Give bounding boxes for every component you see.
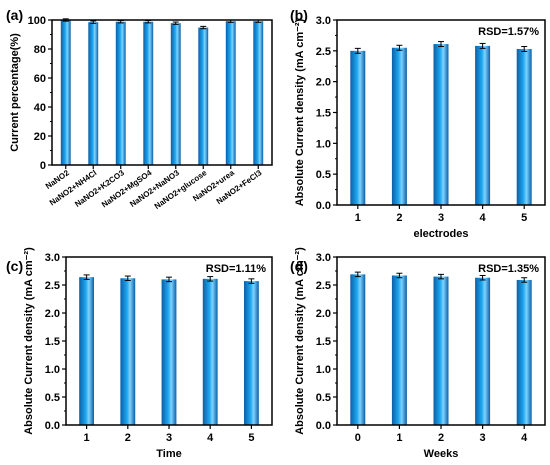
chart-panel: (d) 0.0 0.5 1.0 1.5 2.0 2.5 3.0 0 1 2 3 4 Weeks Absolu… — [290, 247, 546, 460]
y-axis-title: Absolute Current density (mA cm⁻²) — [294, 247, 306, 435]
y-tick-label: 0.0 — [45, 420, 60, 432]
bar — [433, 276, 449, 425]
bar — [225, 21, 236, 165]
y-tick-label: 1.5 — [316, 108, 331, 120]
bar — [391, 275, 407, 425]
y-axis-title: Current percentage(%) — [9, 33, 21, 152]
x-tick-label: 3 — [166, 432, 172, 444]
x-tick-label: 2 — [396, 212, 402, 224]
y-axis-title: Absolute Current density (mA cm⁻²) — [23, 247, 35, 435]
x-tick-label: 1 — [355, 212, 361, 224]
x-axis-title: Weeks — [424, 448, 459, 460]
x-axis-title: Time — [156, 448, 181, 460]
bar — [60, 20, 71, 165]
bar — [243, 281, 259, 425]
x-tick-label: 5 — [248, 432, 254, 444]
bar — [170, 23, 181, 165]
bar — [88, 22, 99, 165]
y-tick-label: 0.5 — [45, 392, 60, 404]
panel-label: (a) — [6, 7, 23, 23]
y-tick-label: 2.0 — [316, 77, 331, 89]
bar — [161, 279, 177, 425]
bar — [391, 47, 407, 205]
y-tick-label: 80 — [34, 44, 46, 56]
y-tick-label: 100 — [28, 15, 46, 27]
y-tick-label: 20 — [34, 131, 46, 143]
x-tick-label: 1 — [84, 432, 90, 444]
bar — [350, 50, 366, 206]
y-tick-label: 3.0 — [45, 252, 60, 264]
y-tick-label: 2.0 — [316, 308, 331, 320]
x-tick-label: 5 — [521, 212, 527, 224]
panel-label: (c) — [6, 258, 23, 274]
y-tick-label: 0.0 — [316, 200, 331, 212]
y-tick-label: 1.0 — [45, 364, 60, 376]
chart-panel: (b) 0.0 0.5 1.0 1.5 2.0 2.5 3.0 1 2 3 4 5 electrodes A… — [290, 7, 546, 240]
y-tick-label: 2.0 — [45, 308, 60, 320]
y-tick-label: 3.0 — [316, 252, 331, 264]
rsd-annotation: RSD=1.11% — [206, 263, 266, 275]
bar — [202, 278, 218, 425]
bar — [475, 277, 491, 425]
x-tick-label: 4 — [480, 212, 487, 224]
y-tick-label: 1.0 — [316, 364, 331, 376]
y-tick-label: 1.0 — [316, 138, 331, 150]
bar — [120, 278, 136, 425]
panel-label: (d) — [290, 258, 308, 274]
bar — [115, 21, 126, 165]
bar — [516, 48, 532, 205]
y-tick-label: 2.5 — [316, 46, 331, 58]
rsd-annotation: RSD=1.35% — [478, 263, 539, 275]
y-tick-label: 1.5 — [45, 336, 60, 348]
bar — [350, 274, 366, 425]
bar — [475, 45, 491, 206]
x-tick-label: 4 — [521, 432, 528, 444]
y-tick-label: 0.5 — [316, 392, 331, 404]
y-tick-label: 40 — [34, 102, 46, 114]
x-tick-label: 0 — [355, 432, 361, 444]
y-tick-label: 2.5 — [45, 280, 60, 292]
bar — [198, 27, 209, 165]
y-tick-label: 0.0 — [316, 420, 331, 432]
x-tick-label: 4 — [207, 432, 214, 444]
y-tick-label: 60 — [34, 73, 46, 85]
bar — [79, 277, 95, 425]
rsd-annotation: RSD=1.57% — [478, 26, 539, 38]
y-tick-label: 0 — [40, 160, 46, 172]
x-axis-title: electrodes — [413, 228, 468, 240]
x-tick-label: 2 — [438, 432, 444, 444]
bar — [253, 21, 264, 165]
x-tick-label: 2 — [125, 432, 131, 444]
x-tick-label: 3 — [438, 212, 444, 224]
y-tick-label: 2.5 — [316, 280, 331, 292]
chart-panel: (c) 0.0 0.5 1.0 1.5 2.0 2.5 3.0 1 2 3 4 5 Time Absolut… — [6, 247, 273, 460]
panel-label: (b) — [290, 7, 308, 23]
bar — [516, 279, 532, 425]
x-tick-label: 1 — [396, 432, 402, 444]
y-tick-label: 1.5 — [316, 336, 331, 348]
bar — [433, 44, 449, 205]
y-tick-label: 3.0 — [316, 15, 331, 27]
y-axis-title: Absolute Current density (mA cm⁻²) — [294, 18, 306, 206]
chart-panel: (a)020406080100NaNO2NaNO2+NH4ClNaNO2+K2C… — [6, 7, 273, 211]
y-tick-label: 0.5 — [316, 169, 331, 181]
bar — [143, 21, 154, 165]
x-tick-label: 3 — [480, 432, 486, 444]
plot-frame — [51, 19, 273, 166]
